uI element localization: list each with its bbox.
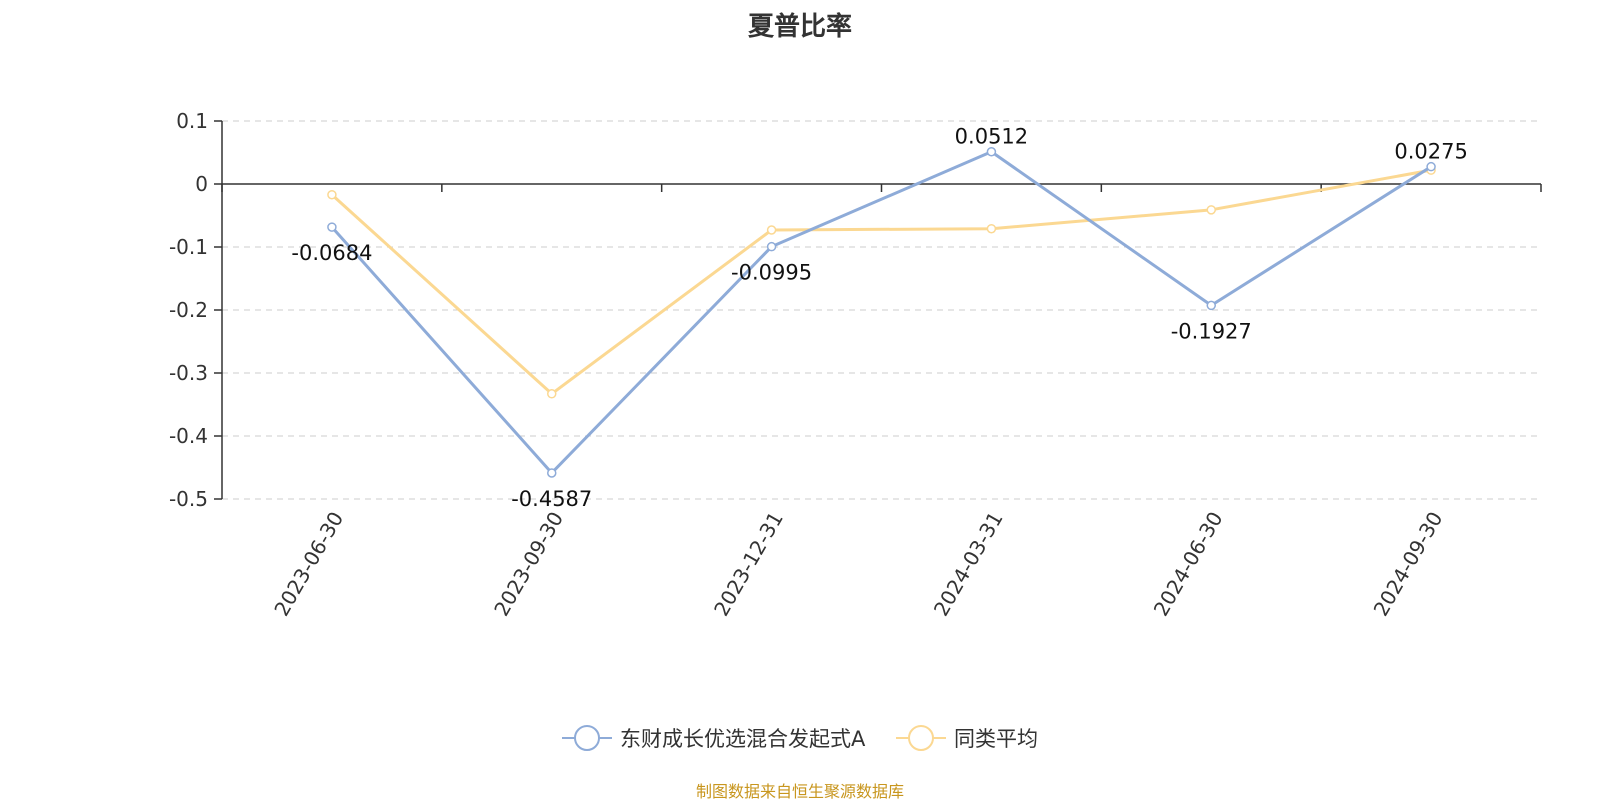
data-point: [1206, 300, 1216, 311]
axes: 0.1 0 -0.1 -0.2 -0.3 -0.4 -0.5 2023-06-30 2023-0…: [169, 109, 1542, 621]
data-label: -0.0995: [731, 261, 812, 285]
y-tick-label: 0: [195, 172, 208, 196]
legend-label: 同类平均: [954, 727, 1038, 751]
data-point: [766, 225, 777, 235]
data-label: 0.0512: [955, 125, 1028, 149]
data-point: [1206, 205, 1216, 215]
legend-label: 东财成长优选混合发起式A: [620, 727, 866, 751]
series-lines: [327, 146, 1436, 478]
data-point: [766, 241, 777, 252]
data-label: -0.0684: [291, 241, 372, 265]
legend-marker: [574, 725, 600, 751]
data-labels: -0.0684 -0.4587 -0.0995 0.0512 -0.1927 0.0275: [291, 125, 1467, 511]
y-tick-label: -0.4: [169, 424, 208, 448]
data-point: [327, 222, 337, 232]
x-tick-label: 2024-09-30: [1369, 508, 1448, 621]
x-tick-label: 2023-06-30: [269, 508, 348, 621]
series-line: [330, 150, 1432, 475]
grid-lines: [222, 120, 1541, 500]
y-tick-label: 0.1: [176, 109, 208, 133]
chart-title: 夏普比率: [747, 12, 852, 42]
x-tick-label: 2023-12-31: [709, 508, 788, 621]
y-tick-label: -0.2: [169, 298, 208, 322]
data-label: -0.1927: [1171, 319, 1252, 343]
data-label: -0.4587: [511, 487, 592, 511]
series-line: [330, 168, 1432, 396]
legend: 东财成长优选混合发起式A 同类平均: [562, 725, 1038, 751]
y-tick-label: -0.5: [169, 487, 208, 511]
data-point: [547, 468, 557, 478]
y-tick-label: -0.1: [169, 235, 208, 259]
data-label: 0.0275: [1394, 140, 1467, 164]
x-tick-label: 2024-03-31: [929, 508, 1008, 621]
data-point: [986, 223, 997, 234]
data-point: [1426, 161, 1436, 172]
y-tick-label: -0.3: [169, 361, 208, 385]
x-tick-label: 2024-06-30: [1149, 508, 1228, 621]
x-tick-label: 2023-09-30: [489, 508, 568, 621]
data-source-note: 制图数据来自恒生聚源数据库: [695, 782, 904, 801]
data-point: [547, 389, 557, 399]
data-point: [327, 189, 337, 200]
data-point: [986, 146, 997, 157]
legend-marker: [908, 725, 934, 751]
